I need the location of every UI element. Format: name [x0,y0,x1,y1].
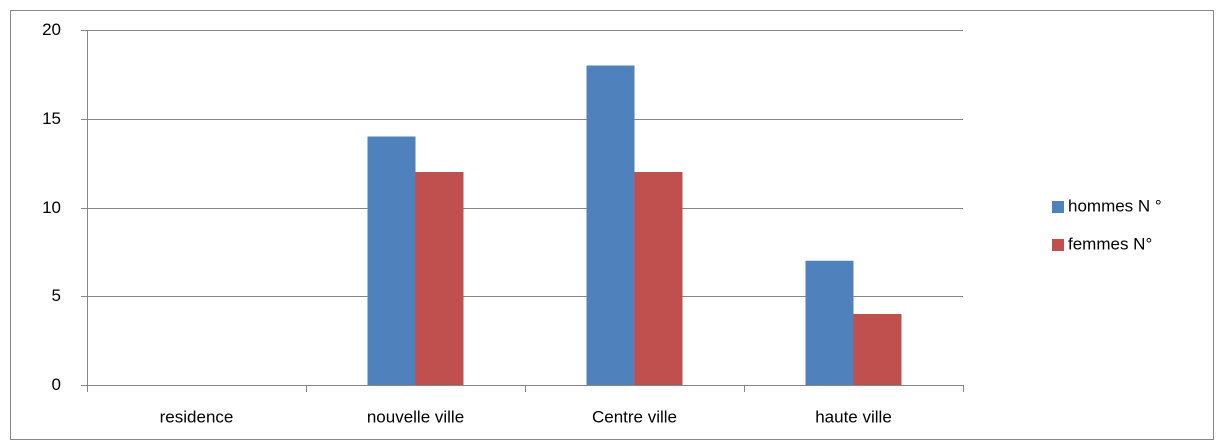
bar [634,172,683,385]
x-tick-label: haute ville [815,407,892,426]
x-tick-label: nouvelle ville [367,407,464,426]
y-tick-label: 10 [42,198,61,217]
bar [586,65,635,385]
legend-label: hommes N ° [1068,196,1162,215]
legend-swatch [1052,239,1064,251]
bar [415,172,464,385]
bar [853,314,902,385]
bar [367,136,416,385]
y-tick-label: 15 [42,109,61,128]
x-tick-label: Centre ville [592,407,677,426]
legend-label: femmes N° [1068,234,1152,253]
y-tick-label: 5 [52,286,61,305]
x-tick-label: residence [160,407,234,426]
bar [805,260,854,385]
y-tick-label: 0 [52,375,61,394]
y-tick-label: 20 [42,20,61,39]
legend-swatch [1052,201,1064,213]
